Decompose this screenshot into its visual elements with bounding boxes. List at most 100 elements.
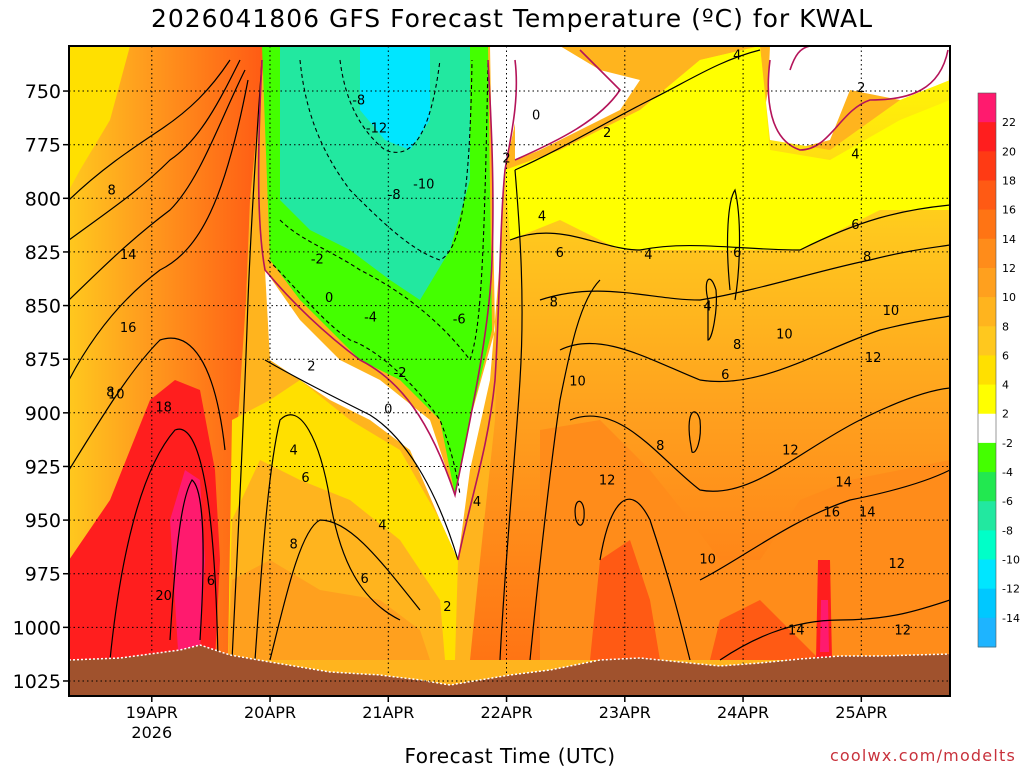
contour-line: [69, 59, 231, 201]
colorbar-label: 2: [1002, 408, 1009, 421]
contour-label: 2: [857, 81, 865, 96]
dashed-contours: [267, 59, 489, 496]
colorbar-swatch: [978, 93, 996, 123]
x-axis-label: Forecast Time (UTC): [404, 744, 616, 768]
contour-line: [539, 244, 950, 301]
right-yellow-top: [505, 46, 950, 250]
colorbar-label: 6: [1002, 349, 1009, 362]
contour-label: 16: [120, 321, 137, 336]
contour-line: [514, 49, 761, 171]
contour-line: [169, 479, 204, 641]
y-tick-label: 775: [25, 135, 61, 157]
contour-label: 12: [782, 443, 799, 458]
contour-line: [264, 359, 459, 561]
contour-line: [719, 599, 950, 661]
colorbar-swatch: [978, 151, 996, 181]
contour-label: 12: [599, 473, 616, 488]
credit-link[interactable]: coolwx.com/modelts: [829, 746, 1016, 765]
x-tick-sublabel: 2026: [131, 723, 172, 742]
y-tick-label: 1000: [13, 617, 61, 639]
zero-band: [265, 46, 520, 560]
colorbar-swatch: [978, 355, 996, 386]
colorbar-label: -4: [1002, 466, 1013, 479]
contour-line: [69, 59, 241, 241]
contour-line: [499, 169, 523, 661]
contour-label: 6: [721, 368, 729, 383]
contour-label: 6: [733, 246, 741, 261]
contour-label: 2: [307, 360, 315, 375]
contour-label: -10: [413, 177, 434, 192]
grid: [69, 46, 950, 696]
contour-label: 8: [863, 250, 871, 265]
contour-label: 2: [502, 152, 510, 167]
contour-label: 14: [859, 506, 876, 521]
left-hottest-core: [170, 470, 205, 650]
colorbar-swatch: [978, 384, 996, 415]
contour-line-zero: [767, 49, 949, 151]
colorbar-label: 12: [1002, 262, 1016, 275]
x-tick-label: 19APR: [126, 703, 178, 722]
chart-title: 2026041806 GFS Forecast Temperature (ºC)…: [150, 4, 874, 33]
contour-label: 4: [290, 443, 298, 458]
zero-band-upper-right: [760, 46, 950, 150]
contour-label: 20: [155, 589, 172, 604]
colorbar-swatch: [978, 442, 996, 473]
contour-label: 4: [378, 518, 386, 533]
x-tick-label: 20APR: [244, 703, 296, 722]
contour-label: 14: [788, 624, 805, 639]
colorbar-swatch: [978, 588, 996, 619]
y-tick-label: 900: [25, 403, 61, 425]
x-tick-label: 22APR: [481, 703, 533, 722]
right-hot-spike-core: [820, 600, 829, 652]
right-red-low: [590, 540, 820, 660]
contour-line: [688, 411, 701, 453]
colorbar-swatch: [978, 122, 996, 152]
y-tick-label: 950: [25, 510, 61, 532]
contour-label: 8: [733, 338, 741, 353]
contour-line: [569, 387, 950, 492]
contour-line: [69, 337, 226, 471]
colorbar: 22 20 18 16 14 12 10 8 6 4 2 -2 -4 -6 -8 -10 -12 -14: [977, 92, 1020, 648]
y-tick-label: 1025: [13, 671, 61, 693]
contour-lines: [69, 49, 950, 661]
contour-labels: 881014161820646820-2-8-12-8-10-4-20-6462…: [106, 49, 911, 639]
plot-area: 881014161820646820-2-8-12-8-10-4-20-6462…: [69, 46, 950, 696]
colorbar-label: -6: [1002, 495, 1013, 508]
contour-label: -6: [453, 312, 466, 327]
contour-label: 6: [301, 471, 309, 486]
contour-line-negative: [267, 259, 461, 496]
y-tick-label: 800: [25, 188, 61, 210]
x-tick-label: 24APR: [717, 703, 769, 722]
colorbar-swatch: [978, 472, 996, 502]
contour-line-zero: [257, 59, 494, 499]
contour-label: 4: [703, 300, 711, 315]
colorbar-swatch: [978, 617, 996, 648]
contour-label: -8: [352, 94, 365, 109]
colorbar-label: 18: [1002, 175, 1016, 188]
colorbar-label: 14: [1002, 233, 1016, 246]
contour-label: 18: [155, 400, 172, 415]
contour-label: 16: [823, 506, 840, 521]
contour-line-zero: [457, 59, 518, 561]
grid-below-ground: [69, 626, 950, 682]
colorbar-swatch: [978, 501, 996, 531]
contour-label: 6: [360, 572, 368, 587]
contour-line: [574, 500, 585, 526]
contour-label: 8: [290, 538, 298, 553]
colorbar-swatch: [978, 297, 996, 327]
mid-orange-lower: [228, 560, 430, 660]
y-tick-label: 750: [25, 81, 61, 103]
y-tick-label: 825: [25, 242, 61, 264]
colorbar-swatch: [978, 413, 996, 444]
colorbar-label: -8: [1002, 524, 1013, 537]
contour-label: 10: [569, 375, 586, 390]
colorbar-label: 4: [1002, 379, 1009, 392]
y-tick-label: 925: [25, 456, 61, 478]
contour-line-negative: [279, 59, 489, 362]
colorbar-swatch: [978, 326, 996, 356]
zero-contours: [257, 46, 949, 561]
contour-label: 12: [894, 624, 911, 639]
colorbar-swatch: [978, 180, 996, 211]
contour-line: [69, 79, 249, 381]
